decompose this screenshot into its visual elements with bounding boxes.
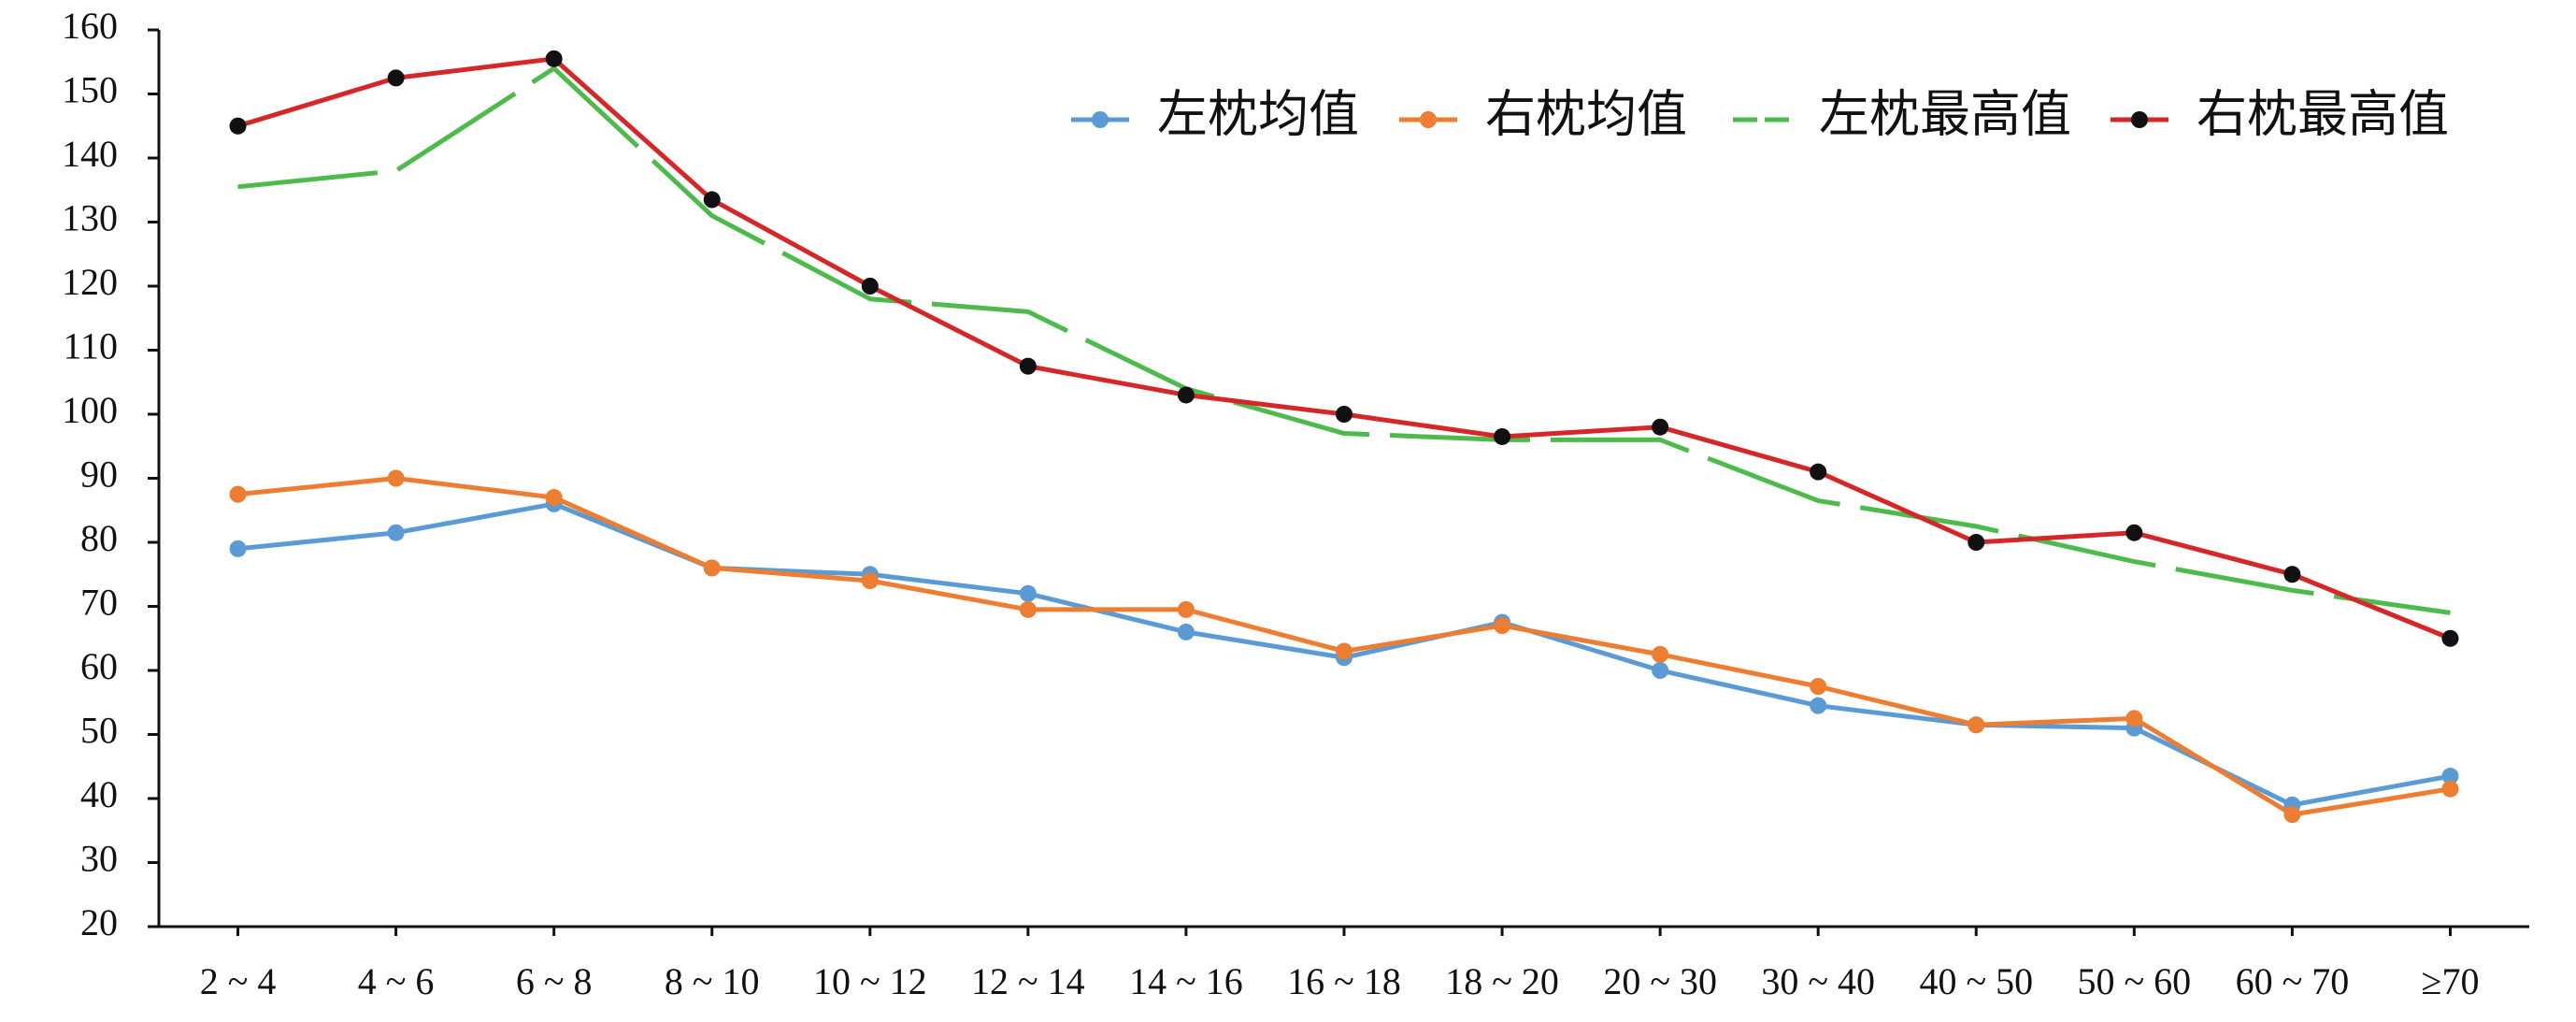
series-marker	[1652, 645, 1669, 663]
series-marker	[1652, 662, 1669, 679]
x-tick-label: 18 ~ 20	[1445, 960, 1559, 1002]
series-marker	[1810, 463, 1827, 481]
series-marker	[1019, 357, 1037, 375]
series-marker	[545, 50, 563, 67]
x-tick-label: ≥70	[2421, 960, 2479, 1002]
y-tick-label: 140	[62, 133, 118, 175]
y-tick-label: 80	[80, 517, 118, 559]
series-marker	[1019, 600, 1037, 618]
series-marker	[1810, 697, 1827, 714]
legend-marker	[1420, 111, 1437, 128]
series-marker	[1810, 678, 1827, 696]
series-marker	[387, 524, 405, 541]
x-tick-label: 6 ~ 8	[516, 960, 593, 1002]
y-tick-label: 120	[62, 261, 118, 303]
y-tick-label: 70	[80, 582, 118, 624]
series-marker	[2283, 566, 2301, 583]
y-tick-label: 40	[80, 773, 118, 815]
y-tick-label: 100	[62, 389, 118, 431]
series-marker	[2441, 780, 2459, 798]
legend-label: 左枕均值	[1157, 86, 1359, 142]
legend-label: 右枕均值	[1485, 86, 1687, 142]
y-tick-label: 60	[80, 645, 118, 687]
series-marker	[2441, 768, 2459, 785]
series-marker	[1177, 600, 1195, 618]
series-marker	[387, 69, 405, 87]
legend-label: 右枕最高值	[2197, 86, 2449, 142]
y-tick-label: 20	[80, 901, 118, 943]
series-marker	[703, 191, 721, 209]
series-marker	[1494, 617, 1511, 635]
series-marker	[229, 540, 247, 557]
series-marker	[1494, 427, 1511, 445]
series-marker	[387, 469, 405, 487]
x-tick-label: 60 ~ 70	[2236, 960, 2350, 1002]
x-tick-label: 20 ~ 30	[1603, 960, 1717, 1002]
series-marker	[1336, 642, 1352, 660]
x-tick-label: 40 ~ 50	[1919, 960, 2033, 1002]
y-tick-label: 160	[62, 5, 118, 47]
series-marker	[2283, 806, 2301, 824]
series-marker	[2125, 710, 2143, 727]
series-marker	[861, 572, 879, 590]
series-marker	[229, 485, 247, 503]
series-marker	[1968, 716, 1985, 734]
legend-marker	[2131, 111, 2148, 128]
series-marker	[2441, 629, 2459, 647]
series-marker	[229, 117, 247, 135]
y-tick-label: 50	[80, 710, 118, 752]
y-tick-label: 150	[62, 69, 118, 111]
y-tick-label: 90	[80, 453, 118, 496]
x-tick-label: 4 ~ 6	[358, 960, 435, 1002]
series-marker	[545, 489, 563, 507]
series-line	[236, 56, 2452, 641]
y-tick-label: 130	[62, 197, 118, 239]
series-marker	[2125, 524, 2143, 541]
series-marker	[1336, 406, 1352, 423]
series-marker	[1177, 623, 1195, 641]
x-tick-label: 8 ~ 10	[665, 960, 760, 1002]
series-marker	[703, 559, 721, 577]
series-marker	[1177, 386, 1195, 404]
series-line	[237, 65, 2451, 615]
x-tick-label: 12 ~ 14	[971, 960, 1085, 1002]
y-tick-label: 30	[80, 838, 118, 880]
legend-marker	[1092, 111, 1109, 128]
y-tick-label: 110	[63, 325, 118, 367]
series-marker	[861, 278, 879, 295]
series-marker	[1968, 534, 1985, 551]
x-tick-label: 2 ~ 4	[200, 960, 277, 1002]
x-tick-label: 10 ~ 12	[813, 960, 927, 1002]
series-marker	[1019, 584, 1037, 602]
legend-label: 左枕最高值	[1819, 86, 2071, 142]
x-tick-label: 14 ~ 16	[1129, 960, 1243, 1002]
x-tick-label: 50 ~ 60	[2078, 960, 2192, 1002]
x-tick-label: 30 ~ 40	[1761, 960, 1875, 1002]
series-marker	[1652, 418, 1669, 436]
x-tick-label: 16 ~ 18	[1287, 960, 1401, 1002]
